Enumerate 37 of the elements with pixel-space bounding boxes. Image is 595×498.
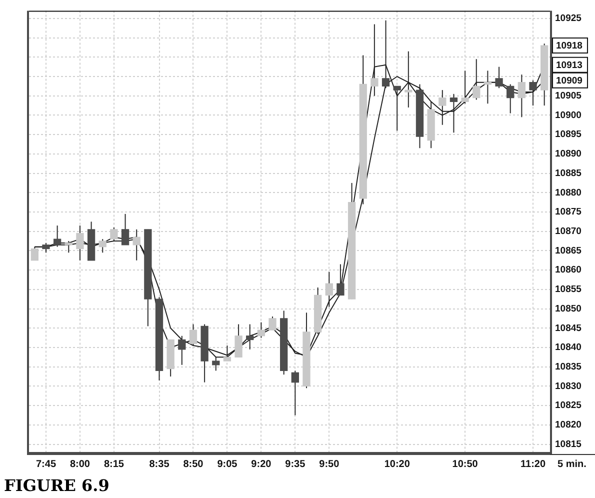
y-tick-label: 10830 [555,380,582,392]
x-tick-label: 10:20 [384,458,410,470]
y-tick-label: 10815 [555,438,582,450]
annotation: 10913 [556,60,582,72]
x-tick-label: 8:00 [70,458,90,470]
x-tick-label: 7:45 [36,458,56,470]
x-tick-label: 10:50 [452,458,478,470]
y-tick-label: 10840 [555,342,582,354]
y-tick-label: 10845 [555,322,582,334]
x-tick-label: 8:50 [183,458,204,470]
y-tick-label: 10905 [555,90,582,102]
y-tick-label: 10820 [555,420,582,431]
y-tick-label: 10900 [555,110,582,121]
annotation: 10909 [556,76,582,87]
x-axis-title: 5 min. [558,458,587,470]
y-tick-label: 10870 [555,226,582,237]
x-tick-label: 9:35 [285,458,306,470]
y-tick-label: 10925 [555,13,582,24]
text: FIGURE 6.9 [4,476,110,496]
y-tick-label: 10825 [555,400,582,412]
y-tick-label: 10890 [555,148,582,160]
y-tick-label: 10885 [555,168,582,179]
y-tick-label: 10850 [555,303,582,314]
x-tick-label: 9:20 [251,458,272,470]
y-tick-label: 10865 [555,245,582,256]
y-tick-label: 10875 [555,206,582,218]
annotation: 10918 [556,40,582,52]
x-tick-label: 8:35 [149,458,170,470]
y-tick-label: 10855 [555,284,582,296]
y-tick-label: 10880 [555,187,582,198]
y-tick-label: 10860 [555,264,582,276]
x-tick-label: 8:15 [104,458,124,470]
x-tick-label: 9:50 [319,458,340,470]
y-tick-label: 10835 [555,361,582,372]
x-tick-label: 11:20 [520,458,546,470]
y-tick-label: 10895 [555,129,582,140]
x-tick-label: 9:05 [217,458,238,470]
